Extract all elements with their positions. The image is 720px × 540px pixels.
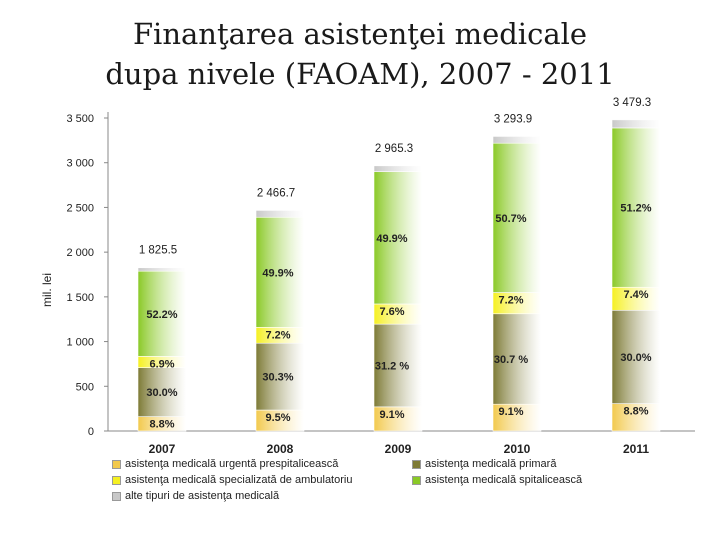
segment-data-label: 9.5%: [265, 412, 290, 424]
bar-segment: [492, 136, 542, 144]
legend-label: asistenţa medicală primară: [425, 458, 557, 470]
bar-segment: [373, 406, 423, 432]
segment-data-label: 6.9%: [149, 358, 174, 370]
chart-title-line-1: Finanţarea asistenţei medicale: [132, 17, 588, 51]
bar-segment: [611, 119, 661, 129]
legend-label: asistenţa medicală urgentă prespitalicea…: [125, 458, 339, 470]
legend-swatch: [112, 459, 121, 469]
chart-title: Finanţarea asistenţei medicale dupa nive…: [0, 14, 720, 94]
y-tick-label: 3 000: [66, 158, 94, 170]
segment-data-label: 49.9%: [262, 267, 293, 279]
bar-segment: [137, 270, 187, 357]
segment-data-label: 30.0%: [146, 387, 177, 399]
legend-item: asistenţa medicală primară: [412, 458, 556, 470]
total-data-label: 3 293.9: [494, 113, 532, 125]
total-data-label: 3 479.3: [613, 97, 651, 109]
legend-item: asistenţa medicală specializată de ambul…: [112, 474, 352, 486]
y-tick-label: 0: [88, 426, 94, 438]
segment-data-label: 51.2%: [620, 203, 651, 215]
segment-data-label: 52.2%: [146, 309, 177, 321]
legend-swatch: [412, 459, 421, 469]
bar-segment: [255, 216, 305, 328]
bar-segment: [373, 171, 423, 305]
bar-segment: [373, 323, 423, 408]
segment-data-label: 7.4%: [623, 289, 648, 301]
legend-swatch: [112, 475, 121, 485]
total-data-label: 2 965.3: [375, 143, 413, 155]
segment-data-label: 31.2 %: [375, 361, 409, 373]
legend-label: alte tipuri de asistenţa medicală: [125, 490, 280, 502]
segment-data-label: 7.2%: [498, 295, 523, 307]
bar-segment: [611, 309, 661, 404]
legend-swatch: [112, 491, 121, 501]
x-tick-label: 2010: [504, 442, 531, 456]
bar-segment: [137, 267, 187, 272]
total-data-label: 1 825.5: [139, 245, 177, 257]
segment-data-label: 8.8%: [623, 406, 648, 418]
y-tick-label: 1 000: [66, 337, 94, 349]
x-tick-label: 2011: [623, 442, 649, 456]
x-tick-label: 2008: [267, 442, 294, 456]
y-tick-label: 1 500: [66, 292, 94, 304]
bar-segment: [492, 313, 542, 405]
segment-data-label: 49.9%: [376, 233, 407, 245]
legend-item: asistenţa medicală urgentă prespitalicea…: [112, 458, 338, 470]
legend-swatch: [412, 475, 421, 485]
segment-data-label: 9.1%: [498, 406, 523, 418]
legend-item: asistenţa medicală spitalicească: [412, 474, 582, 486]
legend-label: asistenţa medicală specializată de ambul…: [125, 474, 353, 486]
x-tick-label: 2007: [149, 442, 176, 456]
x-tick-label: 2009: [385, 442, 412, 456]
bar-segment: [492, 142, 542, 293]
bar-segment: [492, 403, 542, 432]
segment-data-label: 8.8%: [149, 419, 174, 431]
legend-label: asistenţa medicală spitalicească: [425, 474, 583, 486]
bar-segment: [255, 210, 305, 218]
segment-data-label: 7.2%: [265, 329, 290, 341]
chart-bars: [137, 119, 661, 432]
legend-item: alte tipuri de asistenţa medicală: [112, 490, 279, 502]
segment-data-label: 50.7%: [495, 213, 526, 225]
y-tick-label: 2 000: [66, 247, 94, 259]
chart-labels: 8.8% 30.0% 6.9% 52.2% 1 825.5 2007 9.5% 30.3% 7.…: [139, 97, 652, 456]
segment-data-label: 30.7 %: [494, 354, 528, 366]
bar-segment: [255, 342, 305, 411]
chart-title-line-2: dupa nivele (FAOAM), 2007 - 2011: [105, 57, 615, 91]
chart-axes: 0 500 1 000 1 500 2 000 2 500 3 000 3 500 mil. l…: [40, 112, 695, 438]
segment-data-label: 7.6%: [379, 306, 404, 318]
y-tick-label: 2 500: [66, 202, 94, 214]
bar-segment: [373, 165, 423, 172]
segment-data-label: 30.0%: [620, 352, 651, 364]
y-tick-label: 3 500: [66, 113, 94, 125]
y-axis-label: mil. lei: [40, 273, 54, 307]
bar-segment: [611, 127, 661, 288]
segment-data-label: 30.3%: [262, 372, 293, 384]
segment-data-label: 9.1%: [379, 409, 404, 421]
total-data-label: 2 466.7: [257, 187, 295, 199]
y-tick-label: 500: [76, 381, 94, 393]
